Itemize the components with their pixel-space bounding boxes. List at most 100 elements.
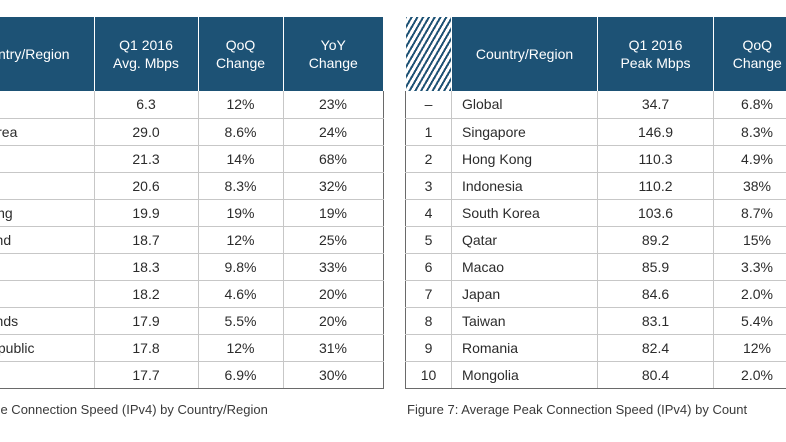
country-cell: Singapore [451, 118, 598, 146]
qoq-cell: 8.3% [198, 172, 284, 200]
avg-mbps-cell: 17.9 [94, 307, 199, 335]
qoq-cell: 4.6% [198, 280, 284, 308]
qoq-cell: 12% [198, 91, 284, 119]
country-cell: Macao [451, 253, 598, 281]
yoy-cell: 30% [283, 361, 384, 389]
avg-mbps-cell: 18.2 [94, 280, 199, 308]
table-header-row: Country/Region Q1 2016 Peak Mbps QoQ Cha… [405, 17, 786, 91]
country-cell: Qatar [451, 226, 598, 254]
country-cell: Republic [0, 334, 95, 362]
qoq-cell: 8.6% [198, 118, 284, 146]
table-row: 10 Mongolia 80.4 2.0% [405, 361, 786, 389]
table-row: en20.68.3%32% [0, 172, 384, 200]
country-cell [0, 253, 95, 281]
rank-cell: 4 [405, 199, 452, 227]
yoy-cell: 31% [283, 334, 384, 362]
qoq-cell: 5.5% [198, 307, 284, 335]
qoq-cell: 15% [713, 226, 786, 254]
rank-cell: 6 [405, 253, 452, 281]
country-cell: Taiwan [451, 307, 598, 335]
table-row: Republic17.812%31% [0, 334, 384, 362]
rank-cell: 5 [405, 226, 452, 254]
country-cell: y [0, 145, 95, 173]
yoy-cell: 32% [283, 172, 384, 200]
yoy-cell: 23% [283, 91, 384, 119]
table-row: 7 Japan 84.6 2.0% [405, 280, 786, 308]
peak-mbps-cell: 103.6 [597, 199, 714, 227]
header-rank-hatch [405, 17, 452, 91]
rank-cell: 10 [405, 361, 452, 389]
table-row: 9 Romania 82.4 12% [405, 334, 786, 362]
avg-speed-table: ntry/Region Q1 2016 Avg. Mbps QoQ Change… [0, 17, 384, 389]
qoq-cell: 9.8% [198, 253, 284, 281]
table-row: 18.3 9.8% 33% [0, 253, 384, 281]
avg-mbps-cell: 17.8 [94, 334, 199, 362]
table-row: 2 Hong Kong 110.3 4.9% [405, 145, 786, 173]
figure-caption-left: age Connection Speed (IPv4) by Country/R… [0, 402, 268, 417]
yoy-cell: 68% [283, 145, 384, 173]
peak-speed-table: Country/Region Q1 2016 Peak Mbps QoQ Cha… [405, 17, 786, 389]
country-cell: Mongolia [451, 361, 598, 389]
peak-mbps-cell: 34.7 [597, 91, 714, 119]
yoy-cell: 19% [283, 199, 384, 227]
header-peak-mbps: Q1 2016 Peak Mbps [597, 17, 714, 91]
rank-cell: 3 [405, 172, 452, 200]
table-row: 8 Taiwan 83.1 5.4% [405, 307, 786, 335]
peak-mbps-cell: 146.9 [597, 118, 714, 146]
country-cell: South Korea [451, 199, 598, 227]
rank-cell: – [405, 91, 452, 119]
yoy-cell: 20% [283, 280, 384, 308]
country-cell [0, 280, 95, 308]
country-cell: Romania [451, 334, 598, 362]
country-cell: rland [0, 226, 95, 254]
table-row: Korea29.08.6%24% [0, 118, 384, 146]
avg-mbps-cell: 6.3 [94, 91, 199, 119]
peak-mbps-cell: 110.3 [597, 145, 714, 173]
country-cell: en [0, 172, 95, 200]
peak-mbps-cell: 89.2 [597, 226, 714, 254]
qoq-cell: 12% [713, 334, 786, 362]
table-row: 18.2 4.6% 20% [0, 280, 384, 308]
country-cell: Korea [0, 118, 95, 146]
avg-mbps-cell: 18.7 [94, 226, 199, 254]
yoy-cell: 24% [283, 118, 384, 146]
qoq-cell: 8.3% [713, 118, 786, 146]
qoq-cell: 14% [198, 145, 284, 173]
table-row: rlands17.95.5%20% [0, 307, 384, 335]
peak-mbps-cell: 110.2 [597, 172, 714, 200]
yoy-cell: 20% [283, 307, 384, 335]
avg-mbps-cell: 18.3 [94, 253, 199, 281]
qoq-cell: 3.3% [713, 253, 786, 281]
qoq-cell: 8.7% [713, 199, 786, 227]
avg-mbps-cell: 21.3 [94, 145, 199, 173]
rank-cell: 1 [405, 118, 452, 146]
qoq-cell: 19% [198, 199, 284, 227]
avg-mbps-cell: 20.6 [94, 172, 199, 200]
header-avg-mbps: Q1 2016 Avg. Mbps [94, 17, 199, 91]
country-cell: Kong [0, 199, 95, 227]
peak-mbps-cell: 80.4 [597, 361, 714, 389]
avg-mbps-cell: 19.9 [94, 199, 199, 227]
header-yoy-change: YoY Change [283, 17, 383, 91]
table-row: 4 South Korea 103.6 8.7% [405, 199, 786, 227]
country-cell: d [0, 361, 95, 389]
yoy-cell: 25% [283, 226, 384, 254]
qoq-cell: 2.0% [713, 280, 786, 308]
qoq-cell: 2.0% [713, 361, 786, 389]
rank-cell: 8 [405, 307, 452, 335]
table-row: 1 Singapore 146.9 8.3% [405, 118, 786, 146]
table-row: 3 Indonesia 110.2 38% [405, 172, 786, 200]
yoy-cell: 33% [283, 253, 384, 281]
table-row: 6 Macao 85.9 3.3% [405, 253, 786, 281]
table-row: y21.314%68% [0, 145, 384, 173]
qoq-cell: 12% [198, 226, 284, 254]
header-qoq-change: QoQ Change [713, 17, 786, 91]
qoq-cell: 6.9% [198, 361, 284, 389]
country-cell: Japan [451, 280, 598, 308]
rank-cell: 2 [405, 145, 452, 173]
peak-mbps-cell: 82.4 [597, 334, 714, 362]
table-row: Kong19.919%19% [0, 199, 384, 227]
country-cell: Hong Kong [451, 145, 598, 173]
qoq-cell: 12% [198, 334, 284, 362]
peak-mbps-cell: 85.9 [597, 253, 714, 281]
